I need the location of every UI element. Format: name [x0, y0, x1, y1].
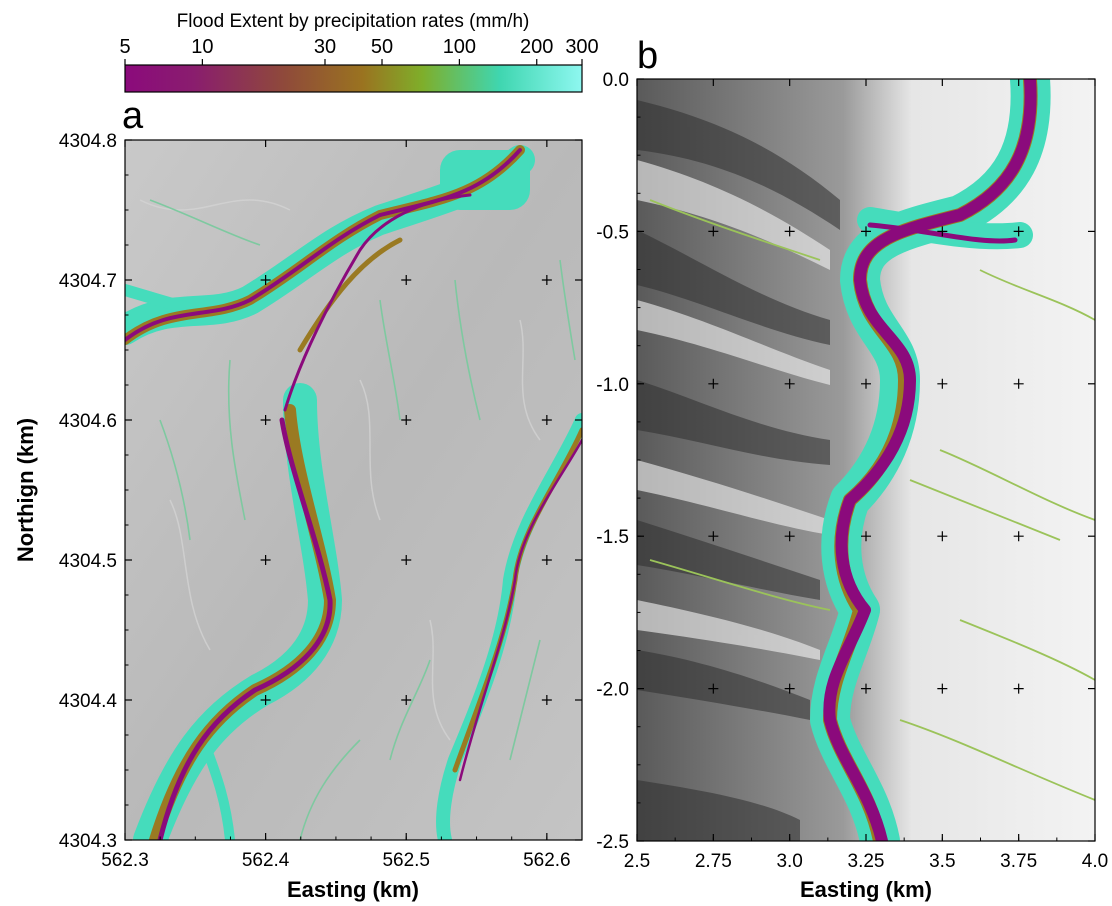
x-tick-label: 3.75 — [1000, 851, 1037, 872]
colorbar-tick-label: 200 — [520, 36, 553, 58]
grid-cross — [708, 683, 719, 694]
grid-cross — [260, 555, 271, 565]
panel-b-axes: 2.5 2.75 3.0 3.25 3.5 3.75 4.0 0.0 -0.5 -1.0 -1.5 -… — [596, 70, 1108, 872]
grid-cross — [708, 531, 719, 542]
grid-cross — [937, 378, 948, 389]
panel-b-xlabel: Easting (km) — [800, 877, 932, 902]
colorbar: Flood Extent by precipitation rates (mm/… — [119, 11, 599, 93]
colorbar-tick-label: 100 — [443, 36, 476, 58]
y-tick-label: 4304.6 — [59, 411, 117, 432]
colorbar-tick-label: 30 — [314, 36, 336, 58]
grid-cross — [784, 683, 795, 694]
grid-cross — [861, 378, 871, 389]
y-tick-label: 4304.8 — [59, 131, 117, 152]
grid-cross — [260, 415, 271, 425]
grid-cross — [541, 555, 552, 565]
colorbar-tick-label: 300 — [565, 36, 598, 58]
y-tick-label: 4304.4 — [59, 691, 118, 712]
y-tick-label: -1.5 — [596, 527, 629, 548]
grid-cross — [1013, 683, 1024, 694]
x-tick-label: 4.0 — [1082, 851, 1108, 872]
y-tick-label: -1.0 — [596, 375, 629, 396]
panel-a-label: a — [122, 95, 144, 137]
panel-a-map — [125, 140, 582, 840]
grid-cross — [401, 275, 412, 285]
grid-cross — [708, 226, 719, 237]
grid-cross — [260, 695, 271, 705]
panel-a-ylabel: Northign (km) — [13, 418, 38, 562]
grid-cross — [861, 226, 871, 237]
grid-cross — [1013, 531, 1024, 542]
grid-cross — [1013, 378, 1024, 389]
y-tick-label: 4304.3 — [59, 831, 117, 852]
panel-a-axes: 562.3 562.4 562.5 562.6 4304.8 4304.7 4304.6 43… — [59, 131, 583, 871]
grid-cross — [784, 531, 795, 542]
panel-a-xlabel: Easting (km) — [287, 877, 419, 902]
panel-b: b — [596, 35, 1108, 902]
panel-a: a — [13, 95, 583, 902]
grid-cross — [784, 378, 795, 389]
y-tick-label: -2.5 — [596, 832, 629, 853]
grid-cross — [937, 226, 948, 237]
x-tick-label: 3.0 — [776, 851, 802, 872]
colorbar-tick-label: 5 — [119, 36, 130, 58]
colorbar-gradient — [124, 64, 583, 93]
panel-b-ridges — [637, 100, 840, 841]
grid-cross — [541, 415, 552, 425]
grid-cross — [937, 683, 948, 694]
grid-cross — [541, 695, 552, 705]
grid-cross — [937, 531, 948, 542]
grid-cross — [708, 378, 719, 389]
grid-cross — [260, 275, 271, 285]
panel-b-map — [637, 79, 1095, 841]
x-tick-label: 562.3 — [101, 850, 149, 871]
y-tick-label: 4304.5 — [59, 551, 117, 572]
colorbar-tick-label: 50 — [371, 36, 393, 58]
x-tick-label: 3.25 — [848, 851, 885, 872]
panel-b-grid-crosses — [708, 226, 1024, 694]
panel-b-flood-low — [823, 79, 1037, 841]
panel-b-label: b — [637, 35, 658, 77]
colorbar-tick-label: 10 — [191, 36, 213, 58]
panel-a-terrain-texture — [139, 199, 541, 741]
y-tick-label: -2.0 — [596, 680, 629, 701]
x-tick-label: 562.4 — [242, 850, 290, 871]
grid-cross — [401, 415, 412, 425]
grid-cross — [541, 275, 552, 285]
grid-cross — [1013, 226, 1024, 237]
x-tick-label: 2.75 — [695, 851, 732, 872]
x-tick-label: 562.6 — [523, 850, 571, 871]
grid-cross — [401, 555, 412, 565]
x-tick-label: 3.5 — [929, 851, 955, 872]
panel-a-tributaries — [149, 199, 576, 840]
panel-a-flood-low — [125, 148, 582, 840]
y-tick-label: -0.5 — [596, 222, 629, 243]
grid-cross — [784, 226, 795, 237]
panel-a-grid-crosses — [260, 275, 552, 705]
y-tick-label: 0.0 — [603, 70, 629, 91]
grid-cross — [401, 695, 412, 705]
x-tick-label: 562.5 — [382, 850, 430, 871]
y-tick-label: 4304.7 — [59, 271, 117, 292]
colorbar-title: Flood Extent by precipitation rates (mm/… — [177, 11, 530, 32]
panel-b-light-ridges — [637, 160, 830, 660]
grid-cross — [861, 683, 871, 694]
grid-cross — [861, 531, 871, 542]
x-tick-label: 2.5 — [624, 851, 650, 872]
colorbar-ticks: 5 10 30 50 100 200 300 — [119, 36, 599, 65]
panel-b-tributaries — [649, 199, 1095, 801]
